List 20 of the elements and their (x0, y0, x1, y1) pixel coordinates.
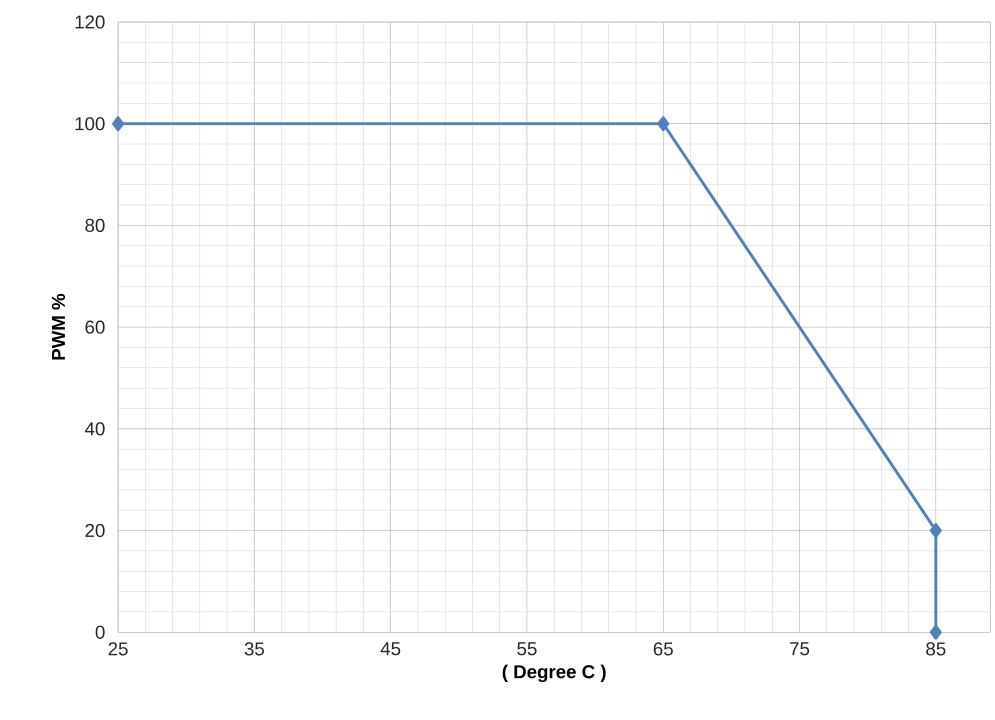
y-tick-label: 80 (85, 218, 105, 232)
point (112, 116, 124, 132)
x-tick-label: 55 (517, 642, 537, 656)
x-tick-label: 25 (108, 642, 128, 656)
y-tick-label: 0 (96, 625, 105, 639)
y-axis-title: PWM % (52, 294, 66, 360)
x-tick-label: 45 (380, 642, 400, 656)
x-axis-title: ( Degree C ) (502, 664, 606, 682)
x-tick-label: 75 (790, 642, 810, 656)
point (657, 116, 670, 132)
x-tick-label: 65 (654, 642, 673, 656)
y-tick-label: 120 (76, 15, 105, 28)
point (930, 522, 942, 538)
x-tick-label: 35 (244, 642, 264, 656)
point (930, 624, 942, 640)
y-tick-label: 100 (76, 116, 105, 130)
y-tick-label: 60 (86, 320, 105, 334)
y-tick-label: 40 (84, 422, 105, 436)
x-tick-label: 85 (926, 642, 946, 656)
y-tick-label: 20 (86, 524, 105, 538)
